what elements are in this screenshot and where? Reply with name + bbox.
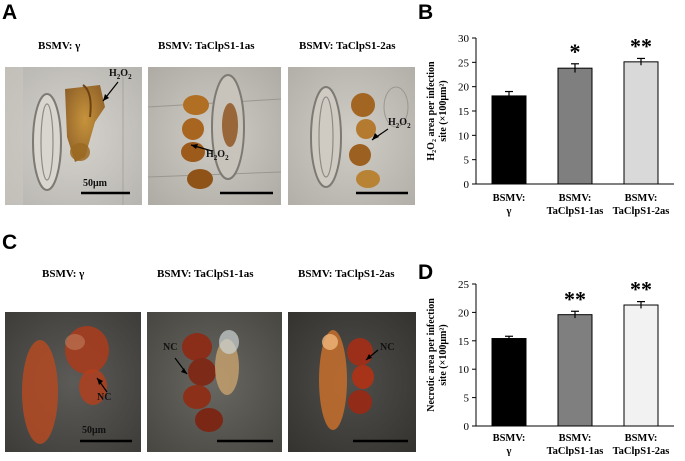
micrograph-a-1as: H2O2 [148,67,281,205]
chart-b-category-label: BSMV: [493,193,526,204]
chart-b-y-tick-label: 15 [458,106,470,118]
chart-d-significance-mark: ** [564,286,586,311]
chart-b-category-label: γ [506,206,512,217]
nc-label: NC [97,392,112,403]
micrograph-c-control: NC 50μm [5,312,141,452]
chart-d-category-label: γ [506,446,512,456]
chart-d-category-label: BSMV: [493,433,526,444]
panel-letter-b: B [418,1,434,24]
chart-d-y-axis-label-line: site (×100μm²) [438,324,449,385]
chart-b-category-label: BSMV: [559,193,592,204]
chart-b-bar [557,67,593,185]
chart-d-y-axis-label-line: Necrotic area per infection [426,298,437,412]
chart-d: 0 5 10 15 20 25 Necrotic area per infectionsit… [418,276,685,457]
h2o2-label: H2O2 [388,117,411,130]
chart-b-y-tick-label: 30 [458,33,470,45]
chart-b-y-axis-label-line: H₂O₂ area per infection [426,61,437,161]
chart-d-y-tick-label: 20 [458,307,470,319]
chart-d-category-label: TaClpS1-1as [547,446,604,456]
nc-label: NC [163,342,178,353]
chart-d-y-tick-label: 25 [458,279,470,291]
panel-letter-d: D [418,261,434,284]
caption-c-control: BSMV: γ [42,268,85,280]
chart-d-y-tick-label: 10 [458,364,470,376]
nc-label: NC [380,342,395,353]
chart-b-y-tick-label: 5 [464,155,470,167]
chart-b-y-tick-label: 25 [458,57,470,69]
chart-b-svg: 0 5 10 15 20 25 30 H₂O₂ area per infectionsite … [426,33,674,217]
micrograph-a-control: H2O2 50μm [5,67,142,205]
chart-d-y-tick-label: 15 [458,336,470,348]
chart-b-y-tick-label: 0 [464,179,470,191]
scale-bar-label: 50μm [83,178,107,189]
chart-b-category-label: TaClpS1-2as [613,206,670,217]
h2o2-label: H2O2 [206,149,229,162]
chart-d-bar [557,314,593,427]
chart-b-y-axis-label-line: site (×100μm²) [438,80,449,141]
chart-d-svg: 0 5 10 15 20 25 Necrotic area per infectionsit… [426,277,674,457]
chart-b-category-label: BSMV: [625,193,658,204]
chart-d-bar [491,338,527,427]
caption-a-2as: BSMV: TaClpS1-2as [299,40,396,52]
chart-d-y-tick-label: 5 [464,393,470,405]
panel-letter-a: A [2,1,18,24]
caption-a-1as: BSMV: TaClpS1-1as [158,40,255,52]
chart-b: 0 5 10 15 20 25 30 H₂O₂ area per infectionsite … [418,22,685,244]
scale-bar-label: 50μm [82,425,106,436]
chart-d-significance-mark: ** [630,277,652,302]
chart-d-y-tick-label: 0 [464,421,470,433]
chart-b-bar [491,95,527,185]
chart-b-category-label: TaClpS1-1as [547,206,604,217]
caption-c-2as: BSMV: TaClpS1-2as [298,268,395,280]
chart-b-y-tick-label: 10 [458,130,470,142]
h2o2-label: H2O2 [109,68,132,81]
caption-c-1as: BSMV: TaClpS1-1as [157,268,254,280]
chart-b-significance-mark: * [570,39,581,64]
chart-b-y-tick-label: 20 [458,82,470,94]
chart-d-category-label: BSMV: [625,433,658,444]
micrograph-a-2as: H2O2 [288,67,415,205]
chart-b-y-axis-label: H₂O₂ area per infectionsite (×100μm²) [426,61,449,161]
chart-b-significance-mark: ** [630,33,652,58]
chart-d-y-axis-label: Necrotic area per infectionsite (×100μm²… [426,298,449,412]
micrograph-c-1as: NC [147,312,282,452]
micrograph-c-2as: NC [288,312,416,452]
chart-b-bar [623,61,659,185]
caption-a-control: BSMV: γ [38,40,81,52]
chart-d-category-label: BSMV: [559,433,592,444]
chart-d-bar [623,304,659,427]
panel-letter-c: C [2,231,18,254]
chart-d-category-label: TaClpS1-2as [613,446,670,456]
